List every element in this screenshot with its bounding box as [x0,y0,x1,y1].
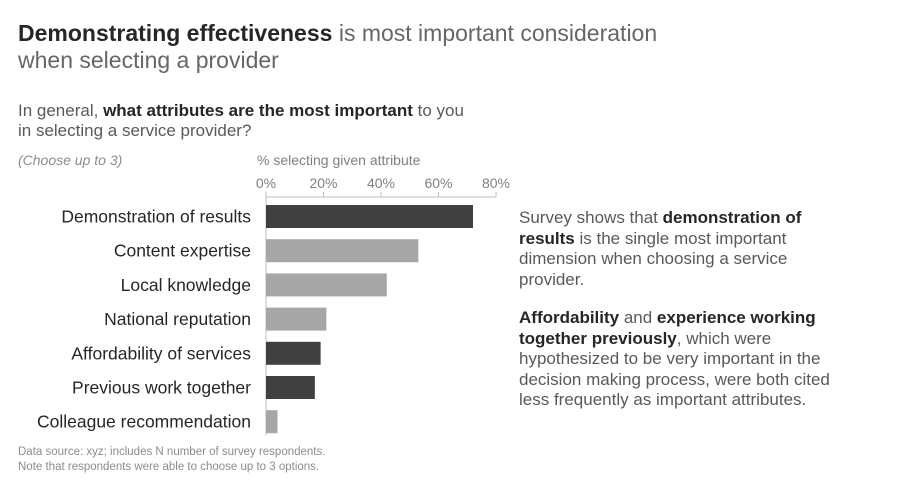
footnote-line-2: Note that respondents were able to choos… [18,461,320,473]
category-label: Content expertise [114,241,251,261]
x-tick-label: 80% [482,175,510,191]
category-label: Local knowledge [121,275,251,295]
bar [266,410,278,434]
question-prefix: In general, [18,101,104,120]
commentary-p1-rest: is the single most important dimension w… [519,228,788,289]
x-tick-label: 20% [309,175,337,191]
commentary-p1-bold: demonstration of results [519,208,802,248]
category-label: Previous work together [72,378,251,398]
commentary-paragraph-2: Affordability and experience working tog… [519,308,839,411]
category-label: Demonstration of results [61,207,251,227]
title-rest: is most important consideration when sel… [18,20,658,73]
chart-title: Demonstrating effectiveness is most impo… [18,20,718,74]
category-label: Colleague recommendation [37,412,251,432]
commentary-p1-prefix: Survey shows that [519,208,663,227]
title-bold: Demonstrating effectiveness [18,20,333,46]
commentary-p2-bold-1: Affordability [519,308,620,327]
bar [266,341,321,365]
commentary-paragraph-1: Survey shows that demonstration of resul… [519,208,839,290]
category-label: National reputation [104,309,251,329]
category-label: Affordability of services [71,343,251,363]
x-tick-label: 60% [424,175,452,191]
bar [266,376,315,399]
commentary-p2-bold-2: experience working together previously [519,308,816,348]
bar [266,205,473,228]
x-axis-title: % selecting given attribute [257,152,421,168]
commentary-p2-mid: and [619,308,657,327]
survey-question: In general, what attributes are the most… [18,101,478,141]
bar [266,307,327,331]
question-bold: what attributes are the most important [103,101,413,120]
x-tick-label: 0% [256,175,276,191]
commentary: Survey shows that demonstration of resul… [519,208,839,411]
bar [266,239,419,263]
commentary-p2-rest: , which were hypothesized to be very imp… [519,328,830,410]
footnote: Data source: xyz; includes N number of s… [18,445,325,475]
bar [266,273,387,297]
footnote-line-1: Data source: xyz; includes N number of s… [18,446,326,458]
choose-note: (Choose up to 3) [18,152,123,168]
x-tick-label: 40% [367,175,395,191]
question-rest: to you in selecting a service provider? [18,101,464,140]
